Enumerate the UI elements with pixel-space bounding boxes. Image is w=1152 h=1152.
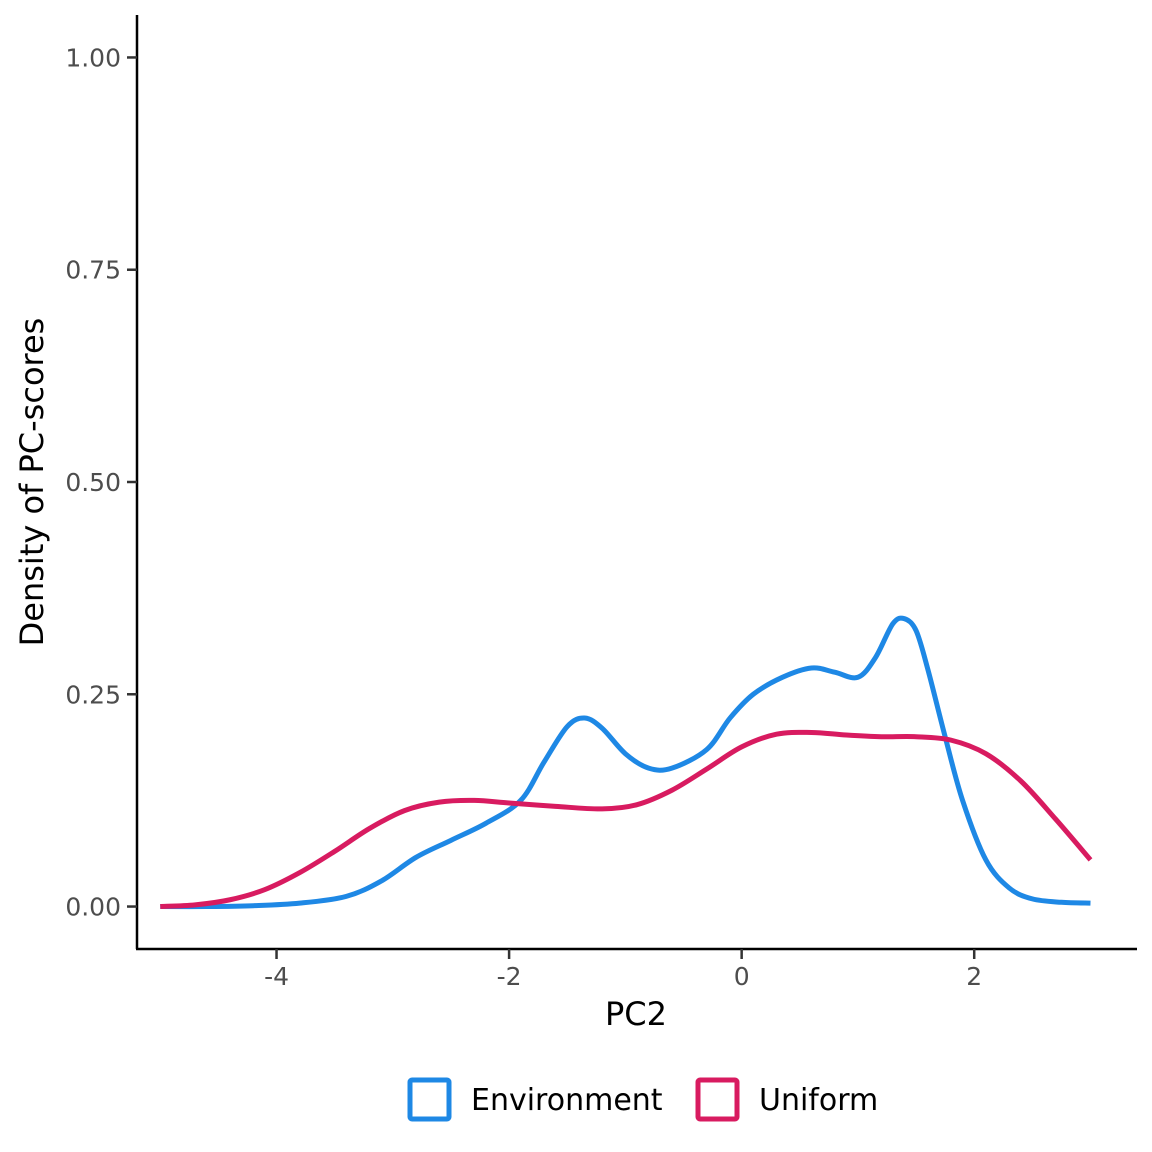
x-axis-title: PC2 [605, 995, 667, 1033]
y-tick-label: 0.25 [65, 680, 121, 709]
x-axis-ticks: -4 -2 0 2 [264, 949, 982, 991]
x-tick-label: -2 [497, 962, 522, 991]
legend-label-uniform: Uniform [759, 1083, 878, 1118]
legend-label-environment: Environment [471, 1083, 663, 1118]
legend-key-environment [407, 1077, 452, 1122]
y-axis-ticks: 0.00 0.25 0.50 0.75 1.00 [65, 43, 137, 922]
series-line-uniform [160, 729, 1093, 910]
y-tick-label: 0.00 [65, 893, 121, 922]
plot-lines [160, 615, 1093, 910]
series-line-environment [160, 615, 1091, 910]
x-tick-label: 2 [966, 962, 982, 991]
y-axis-title: Density of PC-scores [13, 318, 51, 647]
legend-key-uniform [695, 1077, 740, 1122]
x-tick-label: -4 [264, 962, 289, 991]
y-tick-label: 0.75 [65, 256, 121, 285]
y-tick-label: 1.00 [65, 43, 121, 72]
x-tick-label: 0 [734, 962, 750, 991]
y-tick-label: 0.50 [65, 468, 121, 497]
legend: Environment Uniform [407, 1077, 878, 1122]
